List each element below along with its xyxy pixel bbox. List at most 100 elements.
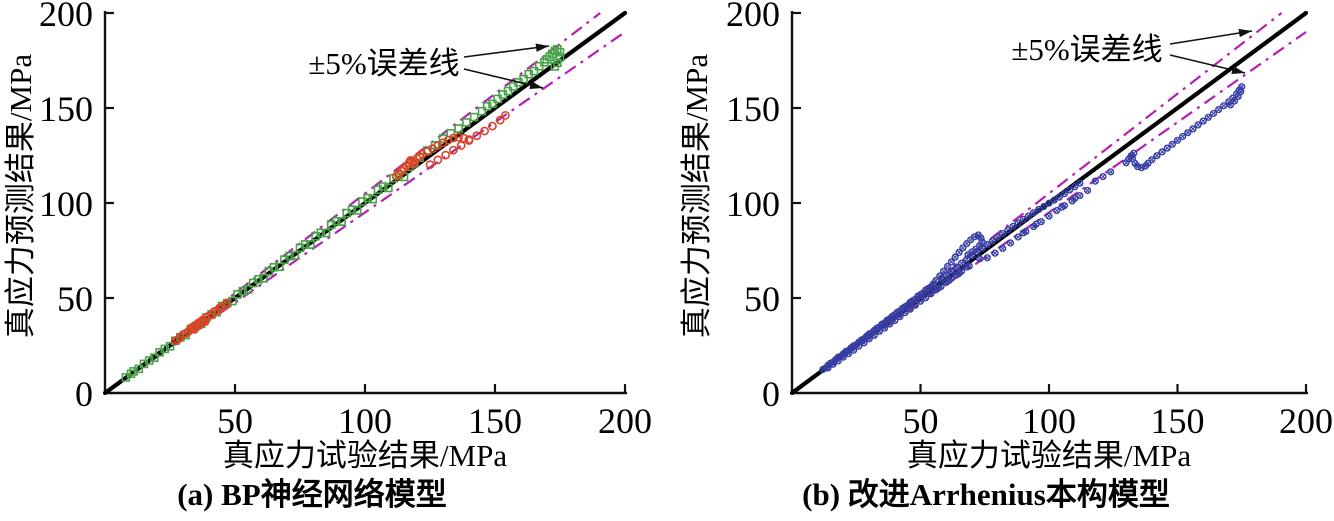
scatter-point <box>886 320 894 328</box>
scatter-point <box>500 111 510 120</box>
scatter-point <box>1153 152 1161 160</box>
scatter-point <box>269 262 279 272</box>
scatter-point-x <box>956 271 962 276</box>
scatter-point <box>454 132 463 142</box>
scatter-point-x <box>887 321 893 327</box>
scatter-point <box>973 248 981 256</box>
error-annotation-arrow-lower-head <box>529 80 543 90</box>
scatter-point-x <box>851 347 857 353</box>
scatter-point-x <box>1020 230 1026 236</box>
scatter-point-x <box>1131 150 1137 156</box>
scatter-point <box>1194 121 1202 129</box>
scatter-point-x <box>835 358 841 364</box>
scatter-point-x <box>1008 240 1013 246</box>
x-tick-label: 150 <box>1151 401 1205 441</box>
scatter-point <box>472 131 482 141</box>
scatter-point-x <box>984 242 990 247</box>
scatter-point-x <box>1195 122 1201 128</box>
scatter-point-x <box>825 365 831 371</box>
scatter-point <box>937 275 945 283</box>
scatter-point-x <box>912 302 918 308</box>
scatter-point <box>829 360 837 368</box>
scatter-point <box>477 106 487 116</box>
scatter-point <box>880 324 889 332</box>
scatter-point <box>1055 193 1063 201</box>
scatter-point <box>555 53 565 62</box>
x-tick-label: 100 <box>338 401 392 441</box>
scatter-point-x <box>1059 204 1065 210</box>
scatter-point <box>1215 105 1223 114</box>
scatter-point <box>991 249 999 257</box>
scatter-point <box>875 327 883 336</box>
scatter-point <box>243 285 253 294</box>
scatter-point <box>855 342 863 350</box>
scatter-point <box>487 121 497 131</box>
scatter-point <box>378 182 388 191</box>
scatter-point-x <box>841 354 846 360</box>
scatter-point-x <box>1185 130 1191 136</box>
scatter-point <box>945 277 953 285</box>
scatter-point <box>1065 186 1074 194</box>
y-tick-label: 150 <box>726 89 780 129</box>
scatter-point-x <box>1077 193 1083 198</box>
scatter-point <box>901 309 909 317</box>
scatter-point-x <box>990 238 995 244</box>
scatter-point-x <box>830 361 836 367</box>
scatter-point <box>464 136 474 145</box>
scatter-point-x <box>1054 208 1060 213</box>
scatter-point-x <box>995 234 1000 240</box>
scatter-point-x <box>954 264 959 270</box>
scatter-point <box>469 112 479 122</box>
scatter-point <box>1148 156 1156 164</box>
scatter-point-x <box>945 264 950 269</box>
scatter-point-x <box>856 343 862 349</box>
scatter-point-x <box>1020 216 1026 222</box>
scatter-point-x <box>861 340 867 346</box>
scatter-point <box>254 275 263 284</box>
scatter-point-x <box>948 259 954 265</box>
scatter-point <box>955 248 963 257</box>
scatter-point-x <box>1046 200 1052 206</box>
scatter-point-x <box>1149 157 1155 163</box>
scatter-point-x <box>1232 98 1237 104</box>
scatter-point-x <box>882 325 887 331</box>
y-tick-label: 100 <box>726 184 780 224</box>
scatter-point <box>321 228 331 238</box>
scatter-point <box>274 262 284 272</box>
scatter-point <box>555 47 565 57</box>
scatter-point <box>462 118 471 127</box>
scatter-point <box>1045 199 1053 207</box>
scatter-point <box>448 145 458 155</box>
scatter-point <box>306 240 315 249</box>
scatter-point-x <box>1211 111 1216 116</box>
scatter-point <box>222 298 232 308</box>
scatter-point <box>1024 212 1033 220</box>
scatter-point <box>952 263 961 271</box>
scatter-point-x <box>964 256 970 262</box>
panel-b-x-axis-title: 真应力试验结果/MPa <box>906 438 1192 473</box>
scatter-point <box>1035 205 1043 214</box>
scatter-point <box>391 171 401 181</box>
scatter-point-x <box>1033 221 1039 227</box>
scatter-point <box>947 258 955 266</box>
scatter-point <box>1019 229 1027 237</box>
scatter-point <box>978 244 986 252</box>
scatter-point-x <box>1175 137 1180 143</box>
scatter-point-x <box>1221 103 1227 109</box>
scatter-point-x <box>876 329 882 334</box>
y-tick-label: 150 <box>39 89 93 129</box>
scatter-point-x <box>1239 84 1245 90</box>
scatter-point <box>332 216 341 226</box>
scatter-point <box>1029 209 1038 217</box>
scatter-point <box>947 267 955 275</box>
scatter-point <box>542 55 552 64</box>
scatter-point <box>1071 194 1079 203</box>
scatter-point <box>1053 207 1061 215</box>
error-annotation-arrow-upper <box>1169 30 1253 45</box>
scatter-point-x <box>1205 114 1211 120</box>
scatter-point <box>976 255 984 263</box>
scatter-point <box>1009 222 1017 230</box>
scatter-point <box>488 99 497 109</box>
